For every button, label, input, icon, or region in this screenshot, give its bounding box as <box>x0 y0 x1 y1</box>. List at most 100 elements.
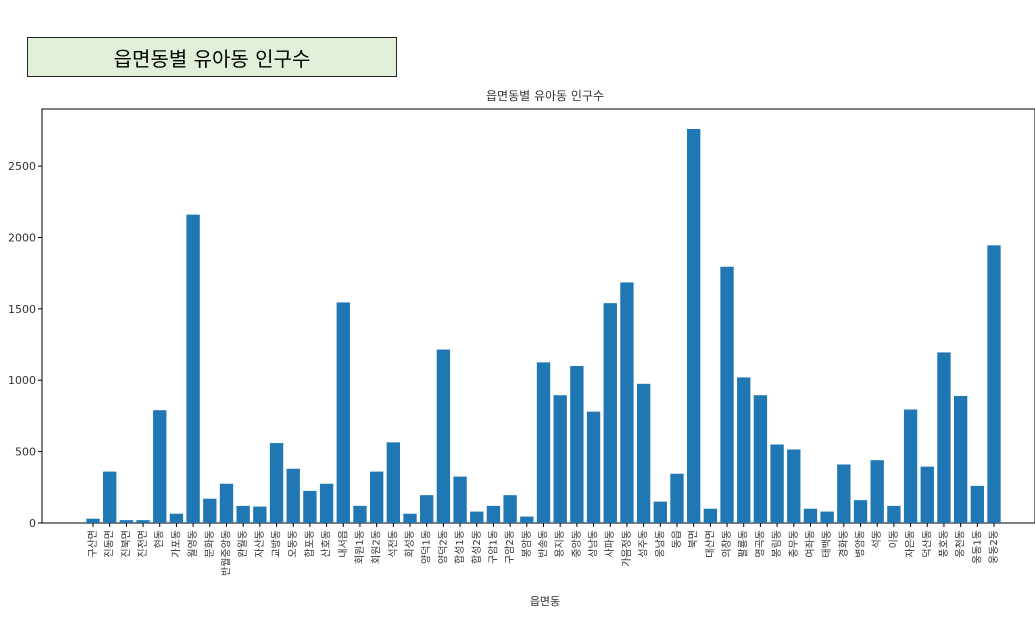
bar-자은동 <box>903 409 918 523</box>
x-tick-label: 합포동 <box>304 530 316 558</box>
bar-성주동 <box>636 383 651 523</box>
x-tick-label: 회원2동 <box>371 530 383 564</box>
bar-현동 <box>153 410 167 523</box>
x-tick-label: 회성동 <box>404 530 416 558</box>
x-tick-label: 내서읍 <box>337 530 349 558</box>
x-tick-label: 웅동2동 <box>988 530 1000 564</box>
x-tick-label: 여좌동 <box>804 530 816 558</box>
x-tick-label: 자산동 <box>254 530 266 558</box>
bar-자산동 <box>253 506 267 523</box>
x-tick-label: 북면 <box>688 530 700 548</box>
x-tick-label: 산호동 <box>321 530 333 558</box>
bar-반송동 <box>536 362 551 523</box>
bar-구암2동 <box>503 495 517 523</box>
bar-태백동 <box>820 511 834 523</box>
bar-오동동 <box>286 468 300 523</box>
x-tick-label: 웅동1동 <box>971 530 983 564</box>
x-tick-label: 가포동 <box>170 530 182 558</box>
x-tick-label: 덕산동 <box>921 530 933 558</box>
y-tick-label: 1000 <box>8 374 36 387</box>
bar-병암동 <box>853 500 868 523</box>
x-tick-label: 월영동 <box>187 530 199 558</box>
bar-중앙동 <box>570 365 584 523</box>
x-tick-label: 진북면 <box>120 530 132 558</box>
bar-합성1동 <box>453 476 467 523</box>
x-tick-label: 명곡동 <box>754 530 766 558</box>
x-tick-label: 석동 <box>871 530 883 548</box>
x-tick-label: 병암동 <box>855 530 867 558</box>
x-tick-label: 구암2동 <box>504 530 516 564</box>
bar-구산면 <box>86 518 100 523</box>
bar-교방동 <box>269 443 284 523</box>
bar-동읍 <box>670 473 684 523</box>
chart-title: 읍면동별 유아동 인구수 <box>486 89 604 103</box>
bar-웅남동 <box>653 501 667 523</box>
bar-산호동 <box>319 483 334 523</box>
x-tick-label: 동읍 <box>671 530 683 548</box>
bar-석전동 <box>386 442 401 523</box>
bar-반월중앙동 <box>219 483 234 523</box>
x-tick-label: 구암1동 <box>487 530 499 564</box>
bar-여좌동 <box>803 508 818 523</box>
x-tick-label: 사파동 <box>604 530 616 558</box>
x-tick-label: 상남동 <box>588 530 600 558</box>
x-tick-label: 회원1동 <box>354 530 366 564</box>
x-tick-label: 문화동 <box>204 530 216 558</box>
y-tick-label: 2500 <box>8 160 36 173</box>
bar-월영동 <box>186 214 200 524</box>
x-tick-label: 양덕1동 <box>421 530 433 564</box>
bar-웅천동 <box>953 395 968 523</box>
x-tick-label: 대산면 <box>704 530 716 558</box>
bar-합포동 <box>303 490 317 523</box>
bar-진동면 <box>103 471 117 523</box>
bar-풍호동 <box>937 352 951 523</box>
bar-가포동 <box>169 513 184 523</box>
y-tick-label: 0 <box>29 517 36 530</box>
x-tick-label: 반월중앙동 <box>220 530 232 576</box>
x-tick-label: 교방동 <box>271 530 283 558</box>
x-tick-label: 성주동 <box>638 530 650 558</box>
bar-문화동 <box>203 498 217 523</box>
bar-회원1동 <box>353 505 367 523</box>
x-tick-label: 구산면 <box>87 530 99 558</box>
x-tick-label: 이동 <box>888 530 900 548</box>
bar-회원2동 <box>369 471 384 523</box>
x-axis-label: 읍면동 <box>530 595 560 608</box>
x-tick-label: 가음정동 <box>621 530 633 567</box>
bar-봉암동 <box>520 516 534 523</box>
bar-회성동 <box>403 513 417 523</box>
x-tick-label: 팔룡동 <box>738 530 750 558</box>
x-tick-label: 진전면 <box>137 530 149 558</box>
bar-봉림동 <box>770 444 784 523</box>
x-tick-label: 의창동 <box>721 530 733 558</box>
x-tick-label: 자은동 <box>905 530 917 558</box>
x-tick-label: 봉암동 <box>521 530 533 558</box>
bar-구암1동 <box>486 505 501 523</box>
x-tick-label: 충무동 <box>788 530 800 558</box>
bar-완월동 <box>236 505 250 523</box>
bar-덕산동 <box>920 466 934 523</box>
bar-사파동 <box>603 303 617 523</box>
bar-진전면 <box>136 520 150 523</box>
bar-웅동2동 <box>987 245 1001 524</box>
x-tick-label: 합성2동 <box>471 530 483 564</box>
x-tick-label: 용지동 <box>554 530 566 558</box>
bar-양덕1동 <box>420 495 434 523</box>
bar-석동 <box>870 460 884 523</box>
x-tick-label: 완월동 <box>237 530 249 558</box>
bar-가음정동 <box>620 282 634 523</box>
x-tick-label: 봉림동 <box>771 530 783 558</box>
x-tick-label: 현동 <box>154 530 166 548</box>
x-tick-label: 경화동 <box>837 530 850 558</box>
x-tick-label: 합성1동 <box>454 530 466 564</box>
x-tick-label: 석전동 <box>387 530 399 558</box>
bar-합성2동 <box>470 511 484 523</box>
bar-북면 <box>686 128 701 523</box>
x-tick-label: 웅천동 <box>955 530 967 558</box>
header-title-box: 읍면동별 유아동 인구수 <box>27 37 397 77</box>
y-tick-label: 500 <box>15 446 36 459</box>
x-tick-label: 태백동 <box>821 530 833 558</box>
x-tick-label: 양덕2동 <box>437 530 449 564</box>
